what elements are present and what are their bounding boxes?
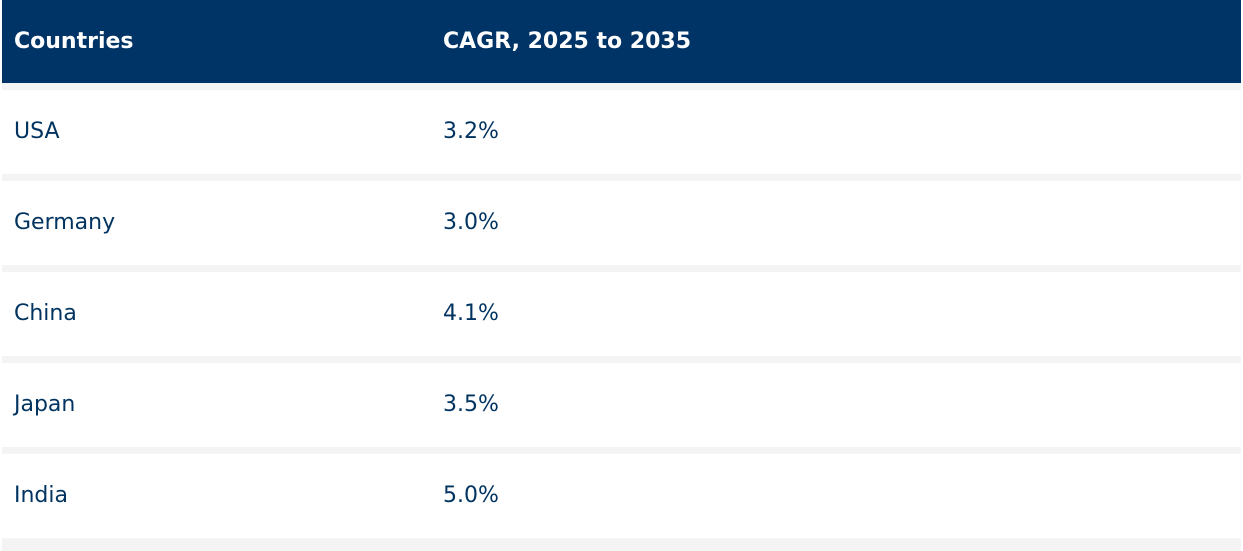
column-header-countries: Countries (14, 29, 134, 54)
table-row: India 5.0% (2, 454, 1241, 538)
table-row: Japan 3.5% (2, 363, 1241, 447)
cagr-cell: 3.2% (443, 119, 499, 144)
cagr-cell: 5.0% (443, 483, 499, 508)
table-row: China 4.1% (2, 272, 1241, 356)
table-row: USA 3.2% (2, 90, 1241, 174)
country-cell: China (14, 301, 77, 326)
column-header-cagr: CAGR, 2025 to 2035 (443, 29, 692, 54)
cagr-cell: 4.1% (443, 301, 499, 326)
table-header-row: Countries CAGR, 2025 to 2035 (2, 0, 1241, 83)
country-cell: India (14, 483, 68, 508)
cagr-cell: 3.0% (443, 210, 499, 235)
country-cell: Germany (14, 210, 116, 235)
country-cell: USA (14, 119, 60, 144)
table-row: Germany 3.0% (2, 181, 1241, 265)
country-cell: Japan (14, 392, 76, 417)
cagr-cell: 3.5% (443, 392, 499, 417)
